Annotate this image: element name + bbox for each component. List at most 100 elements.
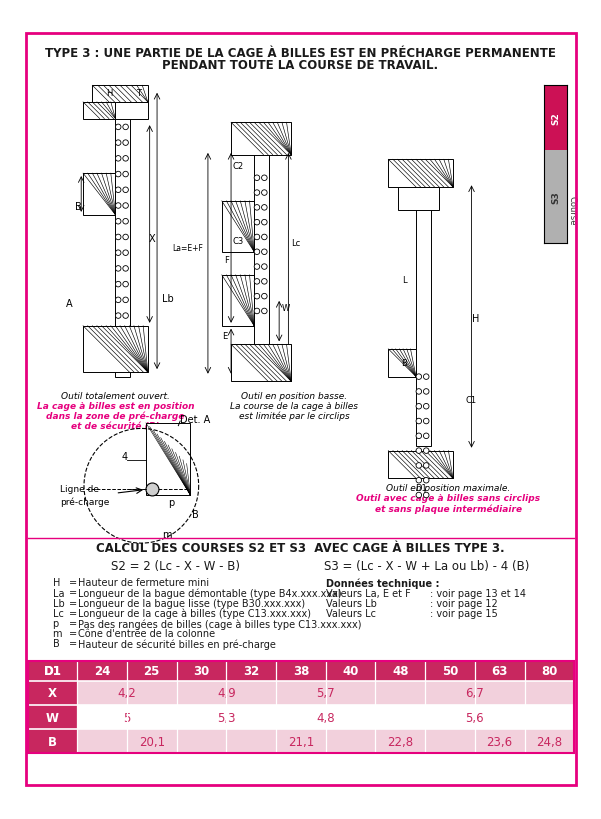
Circle shape — [424, 463, 429, 468]
Text: Outil avec cage à billes sans circlips: Outil avec cage à billes sans circlips — [356, 494, 540, 503]
Circle shape — [123, 251, 129, 256]
Bar — [525, 661, 574, 681]
Bar — [425, 705, 525, 729]
Text: 20,1: 20,1 — [139, 735, 165, 748]
Circle shape — [261, 265, 267, 270]
Circle shape — [416, 477, 421, 483]
Text: Course: Course — [568, 196, 577, 225]
Bar — [276, 681, 376, 705]
Circle shape — [123, 266, 129, 272]
Text: 4: 4 — [121, 451, 128, 462]
Bar — [28, 681, 78, 705]
Text: C2: C2 — [233, 162, 244, 171]
Bar — [545, 151, 567, 243]
Text: Lb: Lb — [162, 294, 174, 304]
Text: Valeurs La, E et F: Valeurs La, E et F — [326, 588, 411, 598]
Text: Outil totalement ouvert.: Outil totalement ouvert. — [61, 391, 170, 400]
Bar — [545, 86, 567, 151]
Circle shape — [416, 433, 421, 439]
Text: B: B — [192, 509, 198, 519]
Bar — [227, 729, 276, 753]
Text: 5,7: 5,7 — [316, 686, 335, 699]
Bar — [525, 681, 574, 705]
Circle shape — [424, 404, 429, 410]
Circle shape — [416, 493, 421, 498]
Text: B: B — [75, 201, 82, 211]
Text: Données technique :: Données technique : — [326, 577, 440, 588]
Bar — [376, 729, 425, 753]
Text: : voir page 12: : voir page 12 — [430, 598, 498, 608]
Text: H: H — [472, 314, 480, 324]
Circle shape — [115, 172, 121, 178]
Text: 30: 30 — [194, 664, 210, 677]
Bar — [177, 705, 276, 729]
Text: F: F — [224, 256, 229, 265]
Bar — [388, 350, 416, 378]
Circle shape — [115, 298, 121, 303]
Text: Outil en position maximale.: Outil en position maximale. — [386, 483, 510, 492]
Circle shape — [261, 220, 267, 226]
Text: H: H — [106, 89, 112, 98]
Bar — [425, 729, 475, 753]
Bar — [177, 681, 276, 705]
Text: La=E+F: La=E+F — [172, 243, 203, 252]
Circle shape — [261, 206, 267, 210]
Bar — [227, 729, 376, 753]
Bar — [397, 188, 439, 210]
Circle shape — [115, 156, 121, 162]
Text: 40: 40 — [343, 664, 359, 677]
Bar — [127, 705, 177, 729]
Circle shape — [115, 251, 121, 256]
Bar — [93, 86, 148, 103]
Circle shape — [123, 172, 129, 178]
Bar — [78, 705, 127, 729]
Circle shape — [115, 141, 121, 147]
Text: m: m — [52, 628, 62, 639]
Circle shape — [115, 282, 121, 287]
Text: Valeurs Lb: Valeurs Lb — [326, 598, 402, 608]
Text: 32: 32 — [243, 664, 259, 677]
Text: La course de la cage à billes: La course de la cage à billes — [230, 401, 358, 410]
Circle shape — [424, 419, 429, 424]
Circle shape — [115, 125, 121, 130]
Circle shape — [254, 176, 260, 181]
Text: W: W — [282, 303, 290, 312]
Bar — [28, 661, 574, 753]
Text: A: A — [66, 298, 73, 308]
Circle shape — [261, 279, 267, 285]
Bar — [127, 681, 177, 705]
Bar — [227, 681, 276, 705]
Bar — [475, 661, 525, 681]
Text: Hauteur de sécurité billes en pré-charge: Hauteur de sécurité billes en pré-charge — [79, 639, 276, 649]
Bar — [177, 729, 227, 753]
Circle shape — [123, 203, 129, 209]
Bar — [231, 123, 291, 156]
Circle shape — [123, 125, 129, 130]
Circle shape — [424, 477, 429, 483]
Text: S2 = 2 (Lc - X - W - B): S2 = 2 (Lc - X - W - B) — [111, 559, 240, 572]
Text: Det. A: Det. A — [180, 414, 210, 425]
Text: 4,2: 4,2 — [118, 686, 136, 699]
Bar — [78, 705, 177, 729]
Text: et sans plaque intermédiaire: et sans plaque intermédiaire — [375, 504, 522, 514]
Text: 5: 5 — [123, 711, 130, 724]
Circle shape — [123, 141, 129, 147]
Text: =: = — [69, 577, 78, 587]
Text: X: X — [149, 233, 156, 243]
Circle shape — [123, 188, 129, 193]
Text: H: H — [52, 577, 60, 587]
Bar — [326, 681, 376, 705]
Text: B: B — [48, 735, 57, 748]
Text: 50: 50 — [442, 664, 458, 677]
Text: L: L — [401, 276, 406, 285]
Text: Cône d'entrée de la colonne: Cône d'entrée de la colonne — [79, 628, 216, 639]
Bar — [115, 91, 130, 378]
Circle shape — [123, 219, 129, 224]
Circle shape — [123, 156, 129, 162]
Bar — [177, 681, 227, 705]
Text: Longueur de la bague lisse (type B30.xxx.xxx): Longueur de la bague lisse (type B30.xxx… — [79, 598, 305, 608]
Bar — [525, 729, 574, 753]
Text: S3: S3 — [551, 191, 560, 203]
Text: : voir page 13 et 14: : voir page 13 et 14 — [430, 588, 526, 598]
Text: Longueur de la cage à billes (type C13.xxx.xxx): Longueur de la cage à billes (type C13.x… — [79, 609, 311, 618]
